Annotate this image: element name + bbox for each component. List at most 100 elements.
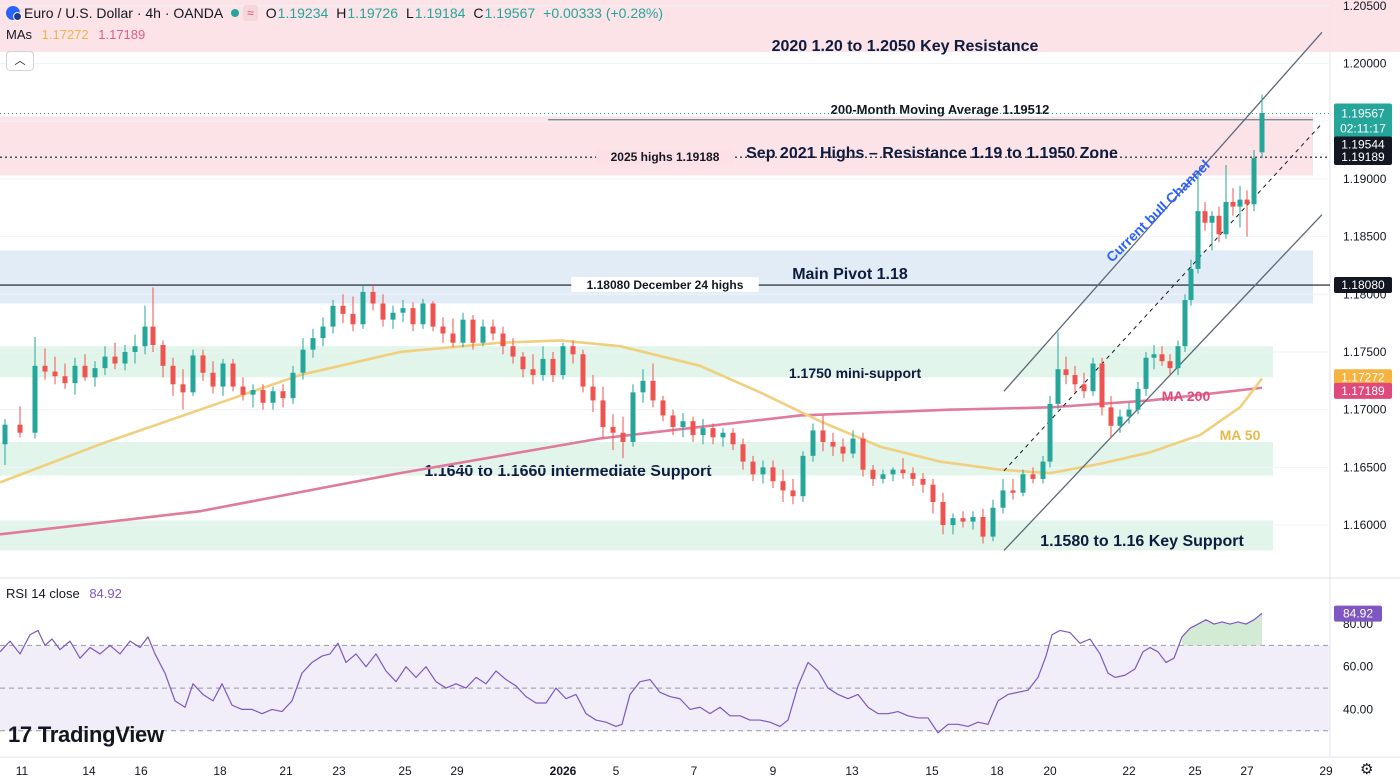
candle-down xyxy=(740,444,746,462)
x-tick-label: 18 xyxy=(990,764,1004,778)
candle-up xyxy=(420,303,426,325)
price-tag xyxy=(1334,149,1392,166)
price-tag-value: 1.19189 xyxy=(1341,150,1385,164)
channel-lower-line xyxy=(1003,214,1323,551)
candle-up xyxy=(1151,354,1157,358)
x-tick-label: 13 xyxy=(845,764,859,778)
candle-down xyxy=(770,467,776,482)
candle-down xyxy=(870,469,876,479)
candle-down xyxy=(660,400,666,416)
x-tick-label: 22 xyxy=(1122,764,1136,778)
candle-up xyxy=(1195,211,1201,269)
candle-down xyxy=(840,446,846,454)
x-tick-label: 11 xyxy=(16,764,29,778)
candle-down xyxy=(500,333,506,347)
rsi-overbought-fill xyxy=(1182,613,1262,646)
y-tick-label: 1.20000 xyxy=(1343,56,1387,70)
candle-down xyxy=(150,326,156,346)
candle-up xyxy=(92,368,98,378)
y-tick-label: 1.17500 xyxy=(1343,345,1387,359)
candle-down xyxy=(450,333,456,343)
x-tick-label: 2026 xyxy=(550,764,577,778)
rsi-legend[interactable]: RSI 14 close 84.92 xyxy=(6,586,122,601)
candle-down xyxy=(370,291,376,304)
rsi-value-tag-text: 84.92 xyxy=(1343,607,1373,621)
price-tag-value: 1.17189 xyxy=(1341,384,1385,398)
candle-up xyxy=(1237,199,1243,207)
candle-down xyxy=(230,363,236,387)
bar-countdown: 02:11:17 xyxy=(1340,121,1386,135)
zone-label: 1.1640 to 1.1660 Intermediate Support xyxy=(424,463,712,480)
candle-down xyxy=(42,365,48,372)
candle-down xyxy=(210,372,216,387)
chevron-up-icon[interactable]: ︿ xyxy=(6,51,34,71)
rsi-value-tag xyxy=(1334,605,1382,622)
candle-up xyxy=(1047,403,1053,462)
ma200-line xyxy=(0,386,1263,536)
price-change: +0.00333 (+0.28%) xyxy=(543,5,664,21)
candle-down xyxy=(570,346,576,355)
market-status-icon[interactable] xyxy=(231,9,240,17)
candle-up xyxy=(390,312,396,320)
mas-label: MAs xyxy=(6,27,32,42)
candle-down xyxy=(610,426,616,433)
candle-up xyxy=(850,438,856,454)
zone-label: 1.1750 mini-support xyxy=(789,365,922,381)
mas-legend[interactable]: MAs 1.17272 1.17189 xyxy=(6,27,145,42)
candle-down xyxy=(960,518,966,522)
candle-down xyxy=(1072,375,1078,385)
candle-up xyxy=(560,346,566,376)
candle-down xyxy=(1244,199,1250,205)
candle-down xyxy=(1099,363,1105,408)
candle-up xyxy=(1209,215,1215,223)
symbol-title[interactable]: Euro / U.S. Dollar · 4h · OANDA xyxy=(24,5,224,21)
candle-down xyxy=(260,390,266,403)
candle-up xyxy=(310,338,316,350)
candle-down xyxy=(830,441,836,447)
candle-down xyxy=(440,326,446,334)
candle-up xyxy=(880,474,886,479)
candle-down xyxy=(470,319,476,343)
candle-up xyxy=(630,392,636,442)
candle-up xyxy=(1135,388,1141,410)
candle-up xyxy=(1143,357,1149,389)
x-tick-label: 9 xyxy=(770,764,777,778)
candle-down xyxy=(690,421,696,436)
candle-up xyxy=(640,380,646,393)
candle-down xyxy=(17,424,23,433)
tradingview-logo[interactable]: 17 TradingView xyxy=(8,722,164,748)
x-tick-label: 7 xyxy=(691,764,698,778)
candle-down xyxy=(1063,369,1069,376)
x-tick-label: 25 xyxy=(398,764,412,778)
rsi-label: RSI 14 close xyxy=(6,586,80,601)
candle-up xyxy=(32,365,38,433)
ohlc-high: H1.19726 xyxy=(336,5,398,21)
rsi-value: 84.92 xyxy=(89,586,122,601)
candle-down xyxy=(650,380,656,401)
candle-up xyxy=(220,363,226,387)
candle-down xyxy=(240,386,246,395)
candle-down xyxy=(550,358,556,376)
candle-up xyxy=(1175,346,1181,369)
candle-up xyxy=(970,516,976,522)
candle-down xyxy=(280,391,286,399)
candle-up xyxy=(300,349,306,373)
candle-down xyxy=(780,481,786,491)
x-tick-label: 21 xyxy=(279,764,293,778)
ma50-line xyxy=(0,339,1264,484)
x-tick-label: 14 xyxy=(82,764,96,778)
candle-down xyxy=(1167,361,1173,369)
candle-down xyxy=(200,355,206,373)
candle-down xyxy=(980,516,986,537)
wave-icon[interactable]: ≈ xyxy=(243,5,258,21)
y-tick-label: 1.20500 xyxy=(1343,0,1387,13)
key-line-label: 200-Month Moving Average 1.19512 xyxy=(831,102,1050,117)
gear-icon[interactable]: ⚙ xyxy=(1360,761,1374,778)
x-tick-label: 20 xyxy=(1043,764,1057,778)
candle-down xyxy=(1230,201,1236,207)
candle-up xyxy=(250,390,256,395)
price-tag xyxy=(1334,382,1392,399)
candle-down xyxy=(940,501,946,526)
